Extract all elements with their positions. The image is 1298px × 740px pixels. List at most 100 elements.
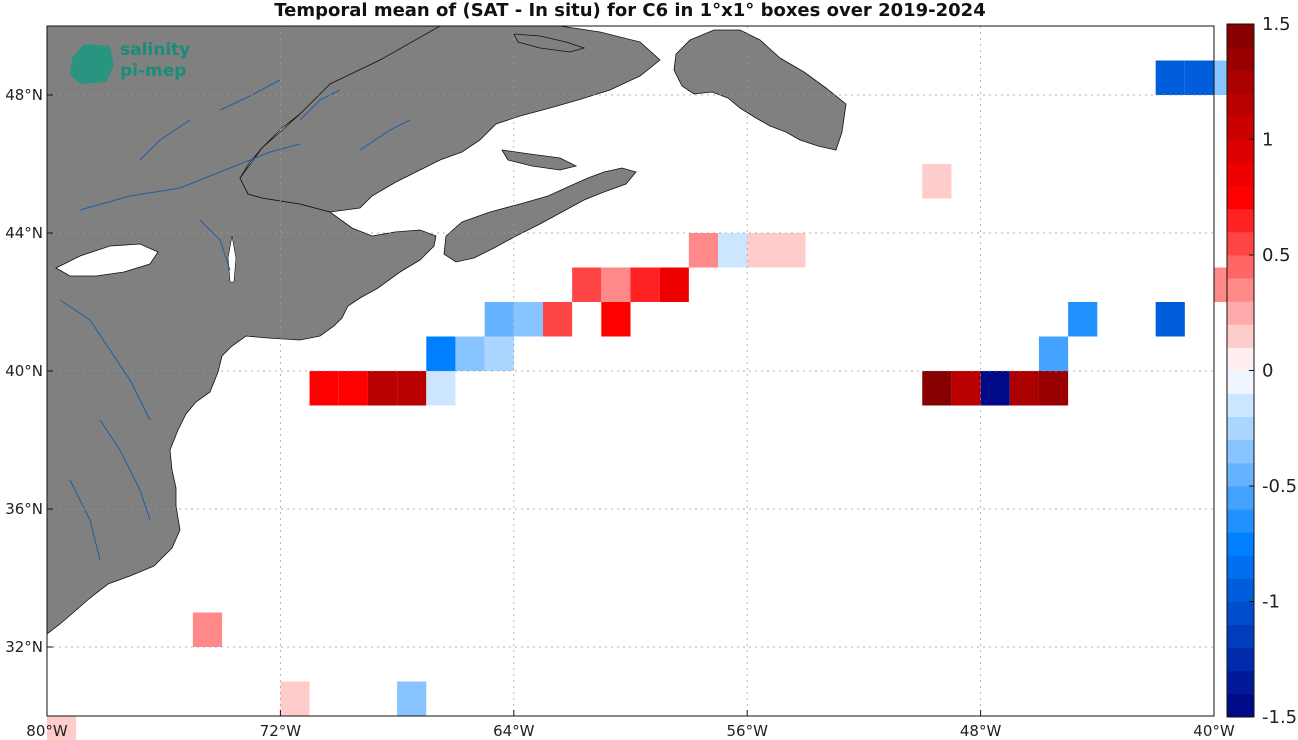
lat-tick-label: 48°N (5, 86, 43, 104)
grid-cell (1155, 60, 1185, 95)
grid-cell (1184, 60, 1214, 95)
colorbar: 1.5 1 0.5 0 -0.5 -1 -1.5 (1226, 14, 1297, 728)
colorbar-swatch (1227, 278, 1254, 302)
colorbar-swatch (1227, 647, 1254, 672)
logo-mark-icon (70, 44, 114, 84)
colorbar-swatch (1227, 693, 1254, 718)
grid-cell (484, 302, 514, 337)
lon-tick-label: 48°W (960, 722, 1002, 740)
gulf-of-st-lawrence-north-shore (239, 25, 661, 213)
grid-cell (1038, 371, 1069, 406)
grid-cell (426, 371, 456, 406)
lat-tick-label: 36°N (5, 500, 43, 518)
lat-tick-label: 44°N (5, 224, 43, 242)
grid-cell (280, 681, 310, 716)
grid-cell (718, 233, 748, 268)
grid-cell (309, 371, 339, 406)
grid-cell (397, 681, 427, 716)
colorbar-swatch (1227, 162, 1254, 187)
colorbar-swatch (1227, 70, 1254, 94)
grid-cell (367, 371, 398, 406)
grid-cell (659, 267, 689, 302)
colorbar-swatch (1227, 486, 1254, 510)
colorbar-swatch (1227, 324, 1254, 348)
colorbar-swatch (1227, 116, 1254, 140)
colorbar-swatch (1227, 578, 1254, 602)
colorbar-swatch (1227, 47, 1254, 71)
colorbar-swatch (1227, 670, 1254, 695)
grid-cell (572, 267, 602, 302)
grid-cell (513, 302, 543, 337)
grid-cell (397, 371, 427, 406)
figure-title: Temporal mean of (SAT - In situ) for C6 … (274, 0, 985, 21)
colorbar-swatch (1227, 301, 1254, 325)
grid-cell (192, 612, 223, 647)
grid-cell (747, 233, 777, 268)
lon-tick-label: 64°W (493, 722, 535, 740)
lon-tick-label: 56°W (726, 722, 768, 740)
colorbar-swatch (1227, 208, 1254, 233)
lat-tick-label: 40°N (5, 362, 43, 380)
colorbar-swatch (1227, 532, 1254, 556)
colorbar-tick-label: -0.5 (1262, 476, 1297, 497)
colorbar-swatch (1227, 24, 1254, 48)
colorbar-swatch (1227, 462, 1254, 487)
colorbar-swatch (1227, 509, 1254, 533)
newfoundland (673, 29, 847, 151)
colorbar-swatch (1227, 347, 1254, 371)
lat-tick-label: 32°N (5, 638, 43, 656)
colorbar-tick-label: -1 (1262, 592, 1280, 613)
grid-cell (542, 302, 573, 337)
colorbar-swatch (1227, 231, 1254, 256)
lon-tick-label: 80°W (26, 722, 68, 740)
colorbar-tick-label: 1 (1262, 130, 1273, 151)
logo: salinity pi-mep (70, 40, 190, 84)
colorbar-swatch (1227, 370, 1254, 394)
anticosti-island (513, 33, 586, 53)
lon-tick-label: 72°W (260, 722, 302, 740)
colorbar-swatch (1227, 601, 1254, 625)
grid-cell (688, 233, 719, 268)
grid-cell (484, 336, 514, 371)
nova-scotia (443, 167, 637, 263)
pei-island (501, 149, 578, 171)
grid-cell (1155, 302, 1185, 337)
grid-cell (426, 336, 456, 371)
colorbar-tick-label: 0 (1262, 361, 1273, 382)
colorbar-swatch (1227, 416, 1254, 441)
lon-tick-label: 40°W (1193, 722, 1235, 740)
colorbar-swatch (1227, 255, 1254, 279)
grid-cell (455, 336, 485, 371)
grid-cell (1068, 302, 1098, 337)
logo-line2: pi-mep (120, 61, 186, 81)
map-axes: 80°W 72°W 64°W 56°W 48°W 40°W 32°N 36°N 40°N 44°N… (5, 86, 1235, 740)
grid-cell (951, 371, 981, 406)
colorbar-swatch (1227, 624, 1254, 649)
logo-line1: salinity (120, 40, 190, 60)
grid-cell (601, 267, 631, 302)
lake-champlain (227, 235, 237, 283)
grid-cell (776, 233, 806, 268)
grid-cell (601, 302, 631, 337)
rivers (59, 79, 411, 561)
grid-cell (980, 371, 1010, 406)
grid-cell (922, 371, 952, 406)
colorbar-swatch (1227, 93, 1254, 117)
lake-ontario (55, 243, 159, 277)
land-mass (46, 25, 847, 635)
grid-cell (338, 371, 368, 406)
colorbar-swatch (1227, 185, 1254, 210)
map-frame: salinity pi-mep 80°W 72°W 64°W 56°W 48°W 40°W… (5, 25, 1244, 740)
colorbar-tick-label: 0.5 (1262, 245, 1291, 266)
grid-cell (47, 716, 77, 740)
grid-cell (630, 267, 660, 302)
colorbar-tick-label: -1.5 (1262, 707, 1297, 728)
colorbar-swatch (1227, 555, 1254, 579)
grid-cell (1009, 371, 1039, 406)
colorbar-tick-label: 1.5 (1262, 14, 1291, 35)
colorbar-swatch (1227, 439, 1254, 464)
grid-cell (922, 164, 952, 199)
grid-cell (1038, 336, 1069, 371)
colorbar-swatch (1227, 139, 1254, 163)
